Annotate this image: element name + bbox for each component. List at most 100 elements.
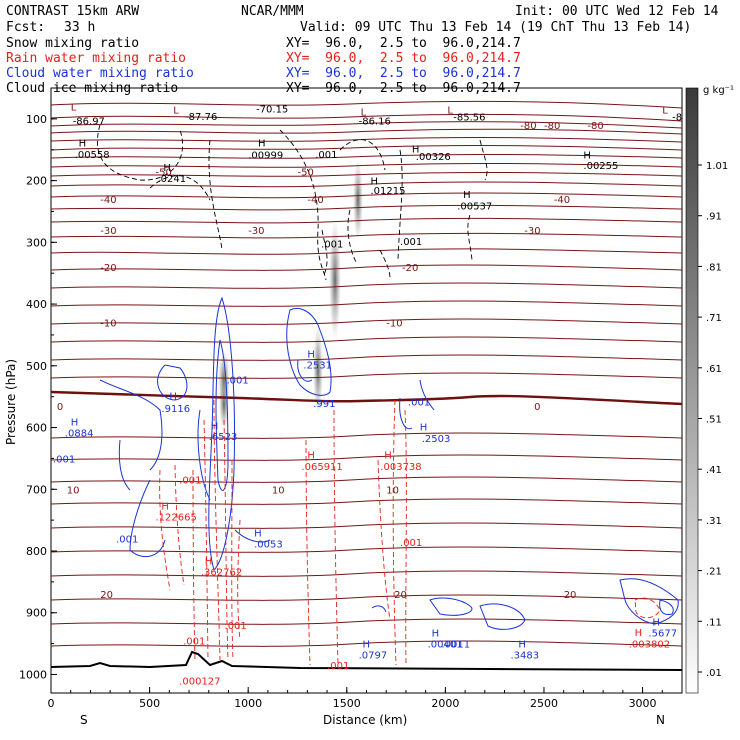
- y-tick-label: 600: [26, 422, 47, 435]
- field-extremum-label: .001: [116, 535, 138, 546]
- temperature-contour-label: -80: [520, 121, 536, 132]
- x-tick-label: 2000: [431, 697, 459, 710]
- plot-frame: [50, 87, 683, 694]
- field-extremum-label: H: [370, 177, 378, 188]
- field-extremum-label: .001: [327, 661, 349, 672]
- temperature-contour-label: 10: [386, 485, 399, 496]
- temperature-contours: [51, 100, 682, 647]
- field-extremum-label: .00401: [428, 640, 463, 651]
- field-extremum-label: .0011: [441, 640, 470, 651]
- field-extremum-label: H: [161, 501, 169, 512]
- colorbar-tick-label: .91: [706, 212, 722, 223]
- field-extremum-label: .001: [321, 240, 343, 251]
- field-extremum-label: .000127: [179, 677, 220, 688]
- center-title: NCAR/MMM: [241, 4, 304, 19]
- legend-snow-xy: XY= 96.0, 2.5 to 96.0,214.7: [286, 36, 521, 51]
- x-tick-label: 500: [139, 697, 160, 710]
- field-extremum-label: H: [363, 640, 371, 651]
- y-tick-label: 900: [26, 607, 47, 620]
- field-extremum-label: -87.76: [185, 112, 217, 123]
- temperature-contour-label: 20: [564, 590, 577, 601]
- field-extremum-label: H: [163, 163, 171, 174]
- field-extremum-label: .01215: [370, 186, 405, 197]
- field-extremum-label: .001: [315, 150, 337, 161]
- field-extremum-label: .001: [53, 454, 75, 465]
- temperature-contour-label: -30: [524, 226, 540, 237]
- init-time: Init: 00 UTC Wed 12 Feb 14: [515, 4, 719, 19]
- temperature-contour-label: 0: [534, 402, 540, 413]
- freezing-line: [51, 390, 682, 406]
- legend-cloud-water: Cloud water mixing ratio: [6, 66, 194, 81]
- field-extremum-label: H: [432, 629, 440, 640]
- temperature-contour-label: -30: [100, 226, 116, 237]
- field-extremum-label: .362762: [201, 567, 242, 578]
- fcst-value: 33 h: [64, 20, 95, 35]
- cloud-water-contours: [99, 296, 679, 630]
- colorbar-tick-label: .11: [706, 617, 722, 628]
- field-extremum-label: .003802: [629, 640, 670, 651]
- colorbar-tick-label: .61: [706, 364, 722, 375]
- field-extremum-label: .001: [408, 398, 430, 409]
- colorbar: [685, 87, 699, 694]
- cloud-ice-shading: [218, 160, 363, 430]
- colorbar-tick-label: .01: [706, 668, 722, 679]
- field-extremum-label: H: [463, 190, 471, 201]
- field-extremum-label: H: [635, 628, 643, 639]
- field-extremum-label: .00558: [75, 150, 110, 161]
- field-extremum-label: .001: [400, 538, 422, 549]
- field-extremum-label: L: [361, 107, 367, 118]
- colorbar-unit: g kg⁻¹: [703, 85, 734, 96]
- temperature-contour-label: -80: [544, 121, 560, 132]
- field-extremum-label: .00537: [457, 201, 492, 212]
- field-extremum-label: .122665: [156, 512, 197, 523]
- fcst-label: Fcst:: [6, 20, 45, 35]
- field-extremum-label: H: [169, 391, 177, 402]
- field-extremum-label: .00255: [583, 161, 618, 172]
- field-extremum-label: H: [652, 617, 660, 628]
- field-extremum-label: .001: [179, 475, 201, 486]
- field-extremum-label: .001: [400, 237, 422, 248]
- legend-rain: Rain water mixing ratio: [6, 51, 186, 66]
- temperature-contour-label: 20: [100, 590, 113, 601]
- terrain-line: [51, 650, 682, 671]
- field-extremum-label: .00999: [248, 151, 283, 162]
- x-tick-label: 1000: [234, 697, 262, 710]
- field-extremum-label: H: [420, 422, 428, 433]
- temperature-contour-label: -50: [297, 167, 313, 178]
- field-extremum-label: H: [307, 349, 315, 360]
- colorbar-tick-label: .41: [706, 465, 722, 476]
- y-axis-label: Pressure (hPa): [4, 359, 18, 445]
- field-extremum-label: H: [518, 640, 526, 651]
- field-extremum-label: .0053: [254, 540, 283, 551]
- x-tick-label: 0: [48, 697, 55, 710]
- temperature-contour-label: -40: [554, 195, 570, 206]
- snow-contours: [96, 124, 488, 281]
- field-extremum-label: .2531: [303, 361, 332, 372]
- temperature-contour-label: -10: [386, 319, 402, 330]
- temperature-contour-label: 20: [394, 590, 407, 601]
- field-extremum-label: H: [583, 151, 591, 162]
- field-extremum-label: .0797: [359, 651, 388, 662]
- field-extremum-label: .0241: [157, 174, 186, 185]
- x-axis-left-label: S: [80, 713, 88, 727]
- field-extremum-label: -83.6: [672, 112, 698, 123]
- legend-rain-xy: XY= 96.0, 2.5 to 96.0,214.7: [286, 51, 521, 66]
- field-extremum-label: -70.15: [256, 104, 288, 115]
- x-tick-label: 3000: [629, 697, 657, 710]
- field-extremum-label: H: [258, 138, 266, 149]
- colorbar-tick-label: 1.01: [706, 161, 728, 172]
- x-tick-label: 1500: [333, 697, 361, 710]
- colorbar-tick-label: .71: [706, 313, 722, 324]
- x-axis-right-label: N: [656, 713, 665, 727]
- y-tick-label: 300: [26, 236, 47, 249]
- field-extremum-label: H: [254, 528, 262, 539]
- field-extremum-label: .991: [313, 399, 335, 410]
- field-extremum-label: L: [71, 103, 77, 114]
- y-tick-label: 1000: [19, 668, 47, 681]
- temperature-contour-label: -20: [402, 263, 418, 274]
- field-extremum-label: .9116: [161, 404, 190, 415]
- y-tick-label: 100: [26, 113, 47, 126]
- field-extremum-label: .001: [225, 621, 247, 632]
- y-tick-label: 800: [26, 545, 47, 558]
